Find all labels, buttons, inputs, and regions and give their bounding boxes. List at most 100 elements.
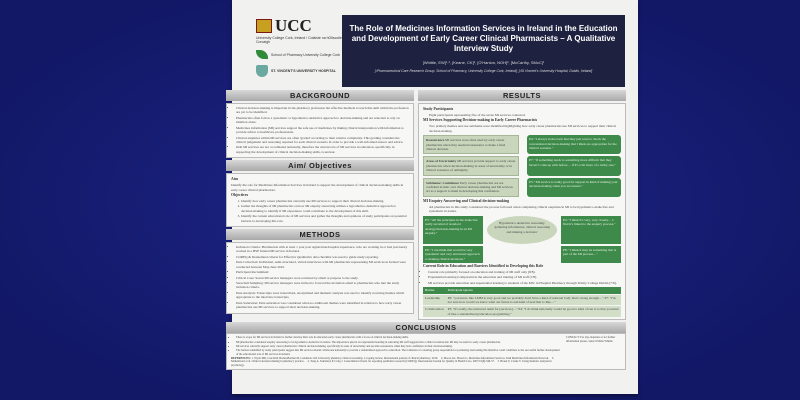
theme-quote: P5: "MI service is really good for suppo…: [527, 177, 621, 197]
conclusion-bullet: MI pharmacists considered enquiry answer…: [236, 341, 560, 344]
poster-body: BACKGROUND Clinical decision-making is i…: [226, 90, 626, 370]
reference-item: 3. Maheshwari et al. Clinical decision m…: [231, 356, 554, 364]
theme-row: Reassurance MI services were often used …: [423, 135, 621, 155]
theme-box: Areas of Uncertainty MI services provide…: [423, 156, 519, 176]
barrier-cell: Leadership: [423, 293, 446, 306]
methods-bullet: Snowball Sampling: MI service managers w…: [236, 281, 409, 290]
enquiry-text: All pharmacists in this study considered…: [429, 204, 614, 214]
table-header: Barrier: [423, 287, 446, 295]
conclusions-box: There is scope for MI services in Irelan…: [226, 333, 626, 370]
pharmacy-name: School of Pharmacy University College Co…: [271, 52, 340, 57]
results-box: Study Participants Eight participants re…: [418, 103, 626, 321]
objectives-label: Objectives: [231, 192, 249, 197]
contact-info: CONTACT: For any enquiries or for furthe…: [566, 336, 616, 343]
methods-bullet: Inclusion Criteria: Pharmacists with at …: [236, 245, 409, 254]
role-label: Current Role in Education and Barriers I…: [423, 263, 544, 268]
background-bullet: Clinical enquiries within MI services ar…: [236, 136, 409, 145]
background-heading: BACKGROUND: [226, 90, 414, 101]
enquiry-quote: P8: "I think it may be something that is…: [561, 245, 621, 263]
quote-cell: P6: "you know like LMM is very good and …: [445, 293, 621, 306]
enquiry-quote: P4: "I think it's very, very closely… I …: [561, 215, 621, 244]
conclusion-bullet: MI services currently support early care…: [236, 345, 560, 348]
methods-bullet: Critical Case: Seven MI service managers…: [236, 276, 409, 280]
participants-label: Study Participants: [423, 107, 454, 111]
theme-box: Reassurance MI services were often used …: [423, 135, 519, 155]
theme-text: Early career pharmacists are not confide…: [426, 180, 513, 194]
theme-text: MI services were often used by early car…: [426, 138, 506, 151]
table-row: Leadership P6: "you know like LMM is very…: [423, 293, 621, 306]
ucc-wordmark: UCC: [275, 16, 312, 35]
theme-label: Subtheme: Confidence: [426, 180, 459, 185]
reference-item: 5. Braun V, Clarke V. Using thematic ana…: [231, 360, 552, 367]
aims-heading: Aim/ Objectives: [226, 160, 414, 172]
background-box: Clinical decision-making is important in…: [226, 103, 414, 159]
theme-box: Subtheme: Confidence Early career pharma…: [423, 177, 519, 197]
aim-label: Aim: [231, 177, 238, 182]
ucc-subtitle: University College Cork, Ireland / Colái…: [256, 36, 342, 45]
svuh-logo: ST. VINCENT'S UNIVERSITY HOSPITAL: [256, 65, 342, 78]
background-bullet: Irish MI services are not coordinated na…: [236, 145, 409, 154]
theme-row: Subtheme: Confidence Early career pharma…: [423, 177, 621, 197]
background-bullet: Pharmacists often follow a systematic or…: [236, 116, 409, 125]
participants-text: Eight participants representing five of …: [429, 112, 526, 117]
authors: [Whittle, EW]¹˒², [Keane, CK]², [O'Hanlo…: [422, 60, 545, 65]
theme-quote: P7: "If something tends to something mor…: [527, 156, 621, 176]
role-bullet: MI services provide education and experi…: [428, 281, 621, 285]
barrier-cell: Collaboration: [423, 305, 446, 318]
theme-row: Areas of Uncertainty MI services provide…: [423, 156, 621, 176]
enquiry-quote: P6: "I can think that would be very syst…: [423, 245, 483, 263]
methods-heading: METHODS: [226, 229, 414, 241]
quote-cell: P3: "It's really, the universal remit fo…: [445, 305, 621, 318]
objective-item: Gather the thoughts of MI pharmacists on…: [241, 204, 409, 213]
conclusions-heading: CONCLUSIONS: [226, 322, 626, 334]
reference-item: 1. Wyatt MR, Cole KM, Boden-Bermut M, Co…: [251, 356, 438, 360]
methods-bullet: Data Saturation: Data saturation was con…: [236, 301, 409, 310]
leaf-icon: [256, 50, 268, 60]
methods-bullet: COREQ & Donnelland criteria for Effectiv…: [236, 255, 409, 259]
hypothetico-deductive-ellipse: Hypothetico-deductive reasoning: 'gather…: [487, 215, 557, 244]
barriers-table: Barrier Participant Quotes Leadership P6: …: [423, 287, 621, 318]
role-bullet: Experiential learning is important in th…: [428, 275, 621, 279]
left-column: BACKGROUND Clinical decision-making is i…: [226, 90, 414, 314]
enquiry-label: MI Enquiry Answering and Clinical decisi…: [423, 198, 509, 203]
table-row: Collaboration P3: "It's really, the unive…: [423, 305, 621, 318]
ucc-logo: UCC: [256, 16, 342, 36]
shield-icon: [256, 65, 268, 78]
theme-text: MI services provide support to early car…: [426, 159, 516, 173]
enquiry-quote: P3: "All the principles in the deductive…: [423, 215, 483, 244]
objective-item: Identify the current educational role of…: [241, 214, 409, 223]
conclusions-section: CONCLUSIONS There is scope for MI servic…: [226, 322, 626, 370]
affiliations: [¹Pharmaceutical Care Research Group, Sc…: [374, 69, 593, 73]
conclusion-bullet: The barriers identified by study partici…: [236, 349, 560, 356]
title-box: The Role of Medicines Information Servic…: [342, 15, 625, 87]
methods-bullet: Data Analysis: Transcripts were transcri…: [236, 291, 409, 300]
support-label: MI Services Supporting Decision-making i…: [423, 118, 538, 123]
references: REFERENCES: 1. Wyatt MR, Cole KM, Boden-…: [231, 357, 560, 367]
objective-item: Identify how early career pharmacists cu…: [241, 199, 409, 203]
pharmacy-logo: School of Pharmacy University College Co…: [256, 50, 342, 60]
support-text: Two primary themes and one subtheme were…: [429, 124, 617, 133]
results-heading: RESULTS: [418, 90, 626, 101]
poster: UCC University College Cork, Ireland / C…: [226, 0, 638, 394]
methods-bullet: Data Collection: Individual, semi-struct…: [236, 260, 409, 269]
theme-quote: P4: "I always in the back that they just…: [527, 135, 621, 155]
theme-label: Reassurance: [426, 138, 445, 143]
svuh-name: ST. VINCENT'S UNIVERSITY HOSPITAL: [271, 69, 336, 74]
role-bullet: Current role primarily focused on educat…: [428, 270, 621, 274]
aims-box: Aim Identify the role for Medicines Info…: [226, 173, 414, 228]
background-bullet: Clinical decision-making is important in…: [236, 106, 409, 115]
background-bullet: Medicines information (MI) services supp…: [236, 126, 409, 135]
references-label: REFERENCES:: [231, 356, 251, 360]
logos: UCC University College Cork, Ireland / C…: [256, 16, 342, 78]
ucc-crest-icon: [256, 19, 272, 33]
methods-bullet: Participant Recruitment:: [236, 270, 409, 274]
conclusion-bullet: There is scope for MI services in Irelan…: [236, 336, 560, 339]
reference-item: 4. Tong A, Sainsbury P, Craig J. Consoli…: [307, 360, 495, 364]
theme-label: Areas of Uncertainty: [426, 159, 457, 164]
methods-box: Inclusion Criteria: Pharmacists with at …: [226, 242, 414, 314]
right-column: RESULTS Study Participants Eight partici…: [418, 90, 626, 321]
table-header: Participant Quotes: [445, 287, 621, 295]
poster-title: The Role of Medicines Information Servic…: [349, 24, 618, 53]
aim-text: Identify the role for Medicines Informat…: [231, 183, 404, 192]
reference-item: 2. Moore AC, Brown G. Medicines Informat…: [440, 356, 549, 360]
